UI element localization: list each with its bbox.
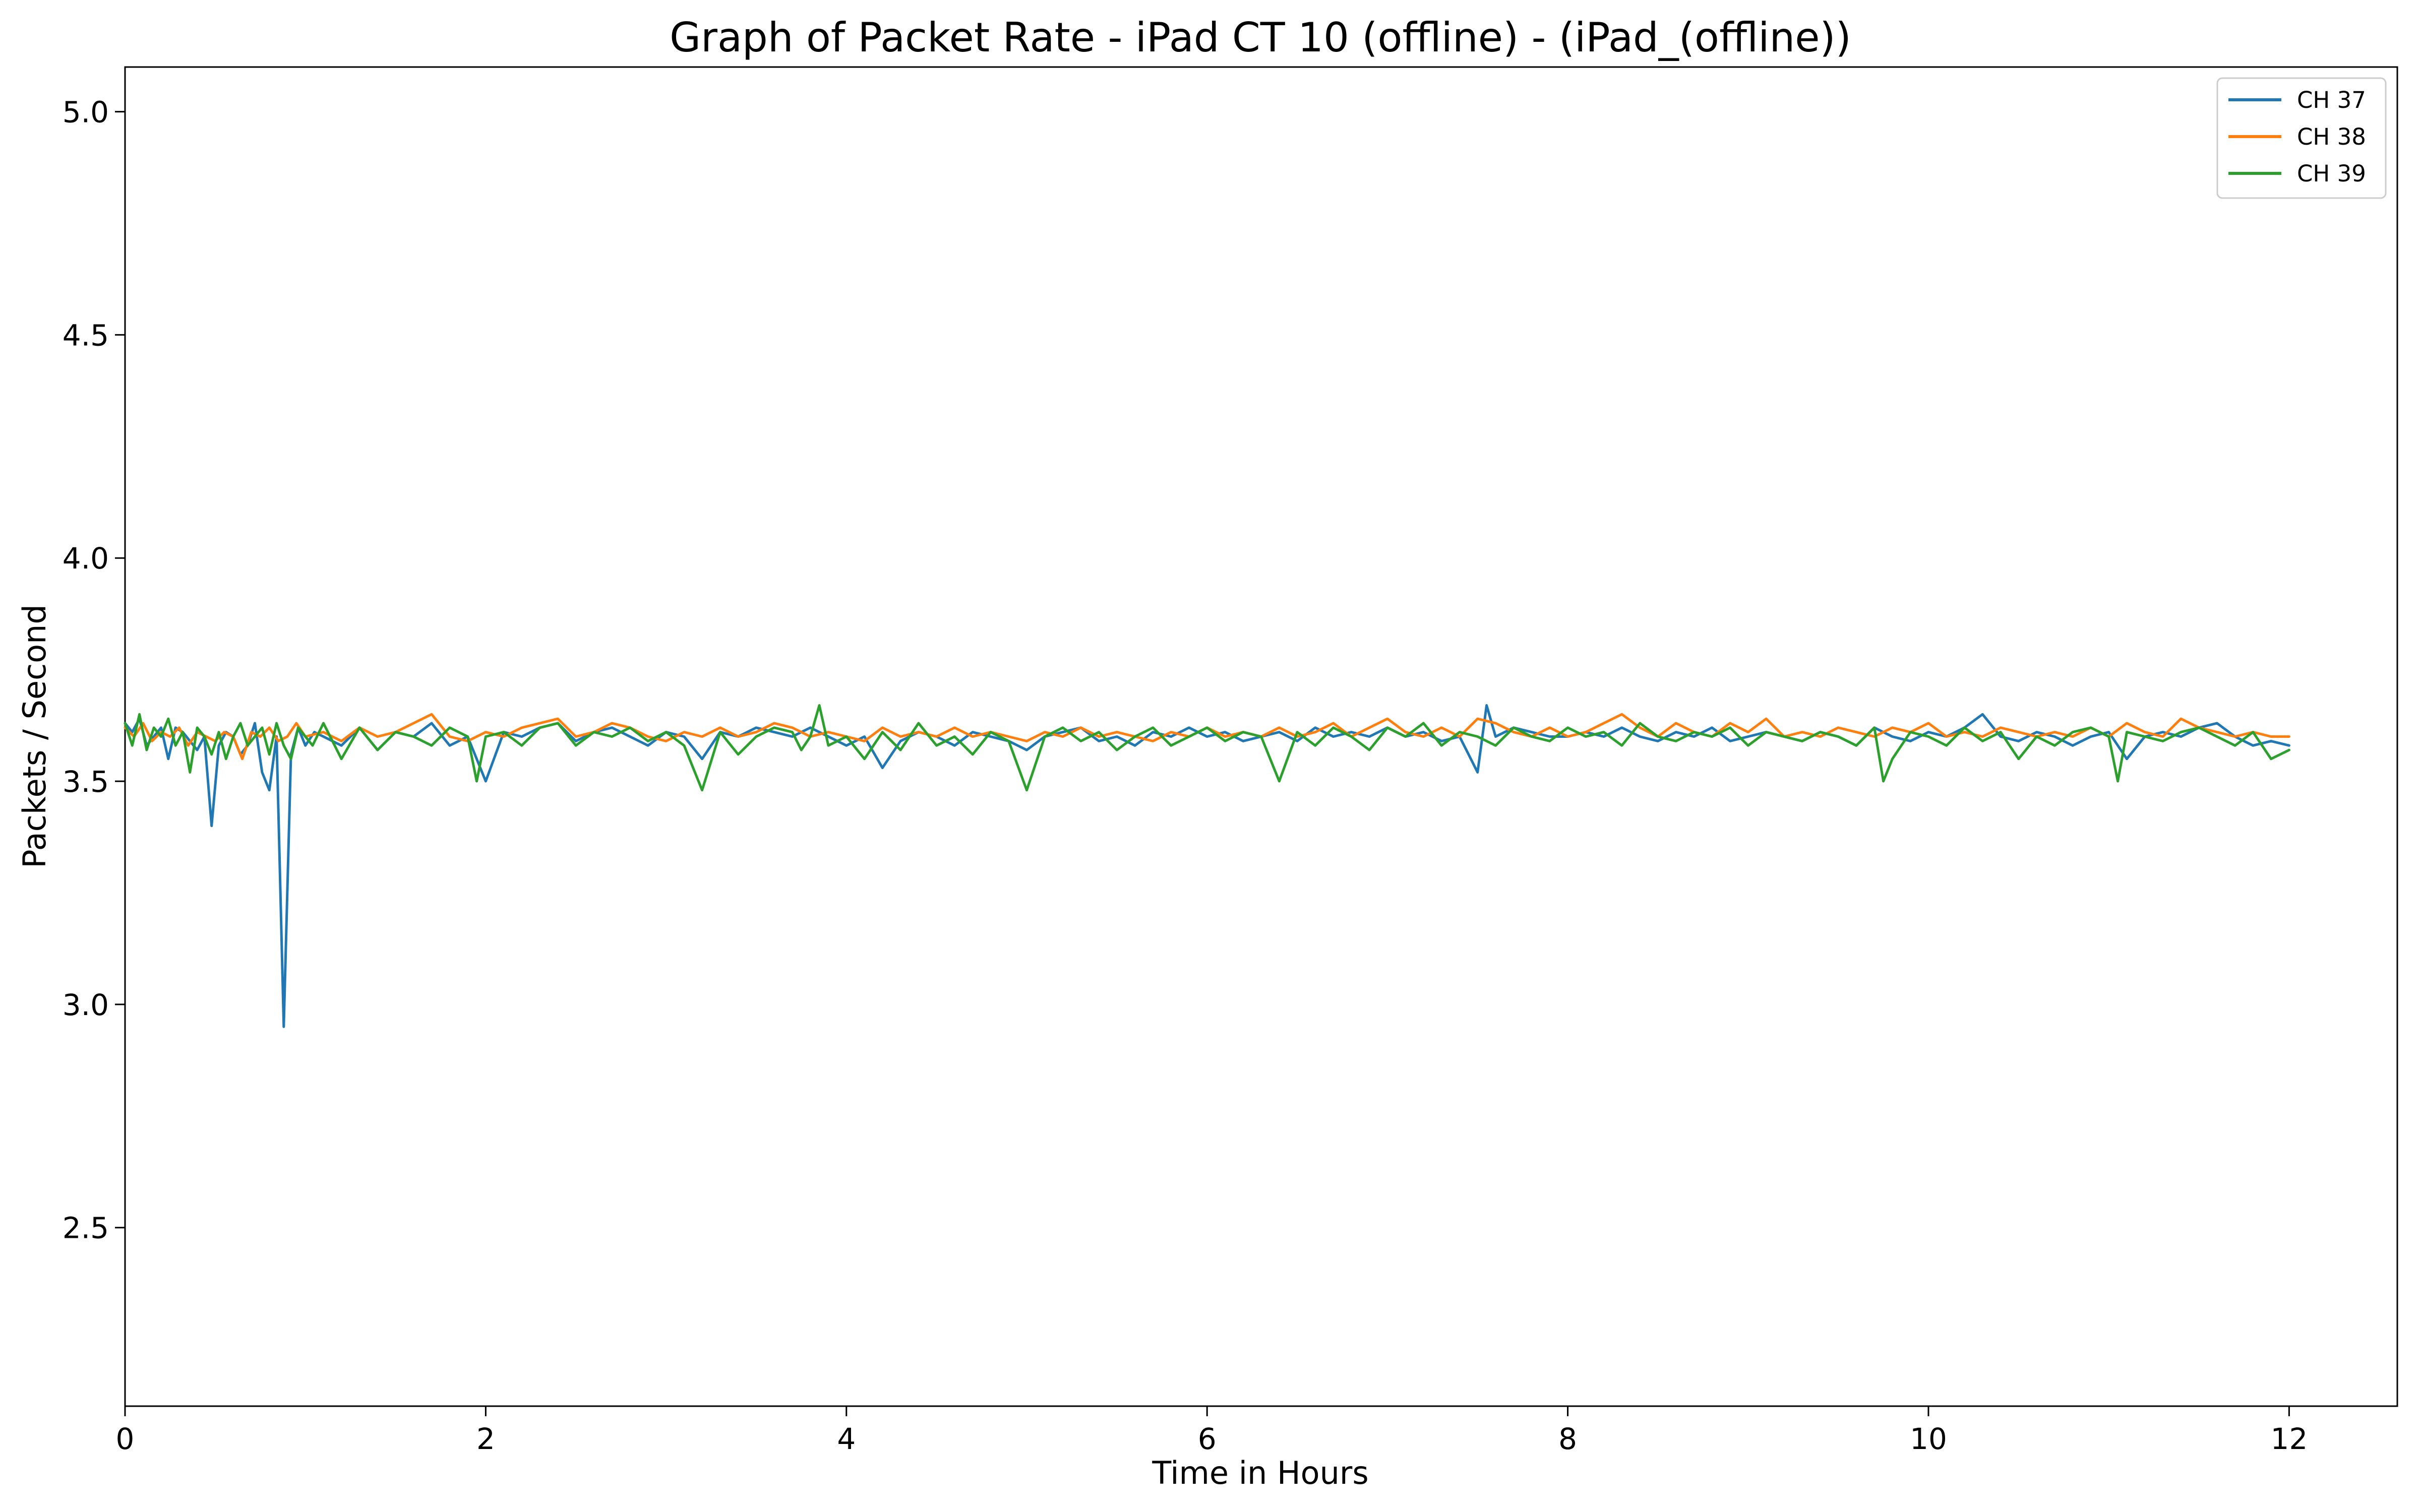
series-line-ch39 xyxy=(124,704,2290,792)
chart-title: Graph of Packet Rate - iPad CT 10 (offli… xyxy=(670,14,1851,61)
y-tick-label: 3.5 xyxy=(63,765,109,799)
x-tick-label: 0 xyxy=(116,1422,135,1456)
y-tick-label: 5.0 xyxy=(63,95,109,130)
legend-box xyxy=(2216,77,2387,199)
x-tick-label: 6 xyxy=(1198,1422,1217,1456)
y-axis: 2.5 3.0 3.5 4.0 4.5 5.0 xyxy=(63,95,125,1245)
x-tick-label: 2 xyxy=(476,1422,495,1456)
plot-frame xyxy=(124,66,2398,1407)
x-tick-label: 10 xyxy=(1910,1422,1947,1456)
legend-label-ch38: CH 38 xyxy=(2297,123,2366,150)
y-tick-label: 3.0 xyxy=(63,988,109,1022)
x-tick-label: 8 xyxy=(1558,1422,1577,1456)
series-line-ch38 xyxy=(124,713,2290,761)
y-axis-label: Packets / Second xyxy=(16,604,53,868)
legend-label-ch37: CH 37 xyxy=(2297,87,2366,113)
legend: CH 37 CH 38 CH 39 xyxy=(2216,77,2387,199)
series-layer xyxy=(124,704,2290,1028)
x-axis: 0 2 4 6 8 10 12 xyxy=(116,1406,2308,1456)
x-tick-label: 12 xyxy=(2270,1422,2308,1456)
x-tick-label: 4 xyxy=(837,1422,856,1456)
y-tick-label: 4.5 xyxy=(63,318,109,352)
legend-label-ch39: CH 39 xyxy=(2297,160,2366,187)
plot-area xyxy=(124,66,2398,1407)
y-tick-label: 4.0 xyxy=(63,541,109,576)
y-tick-label: 2.5 xyxy=(63,1211,109,1245)
x-axis-label: Time in Hours xyxy=(1152,1455,1368,1491)
